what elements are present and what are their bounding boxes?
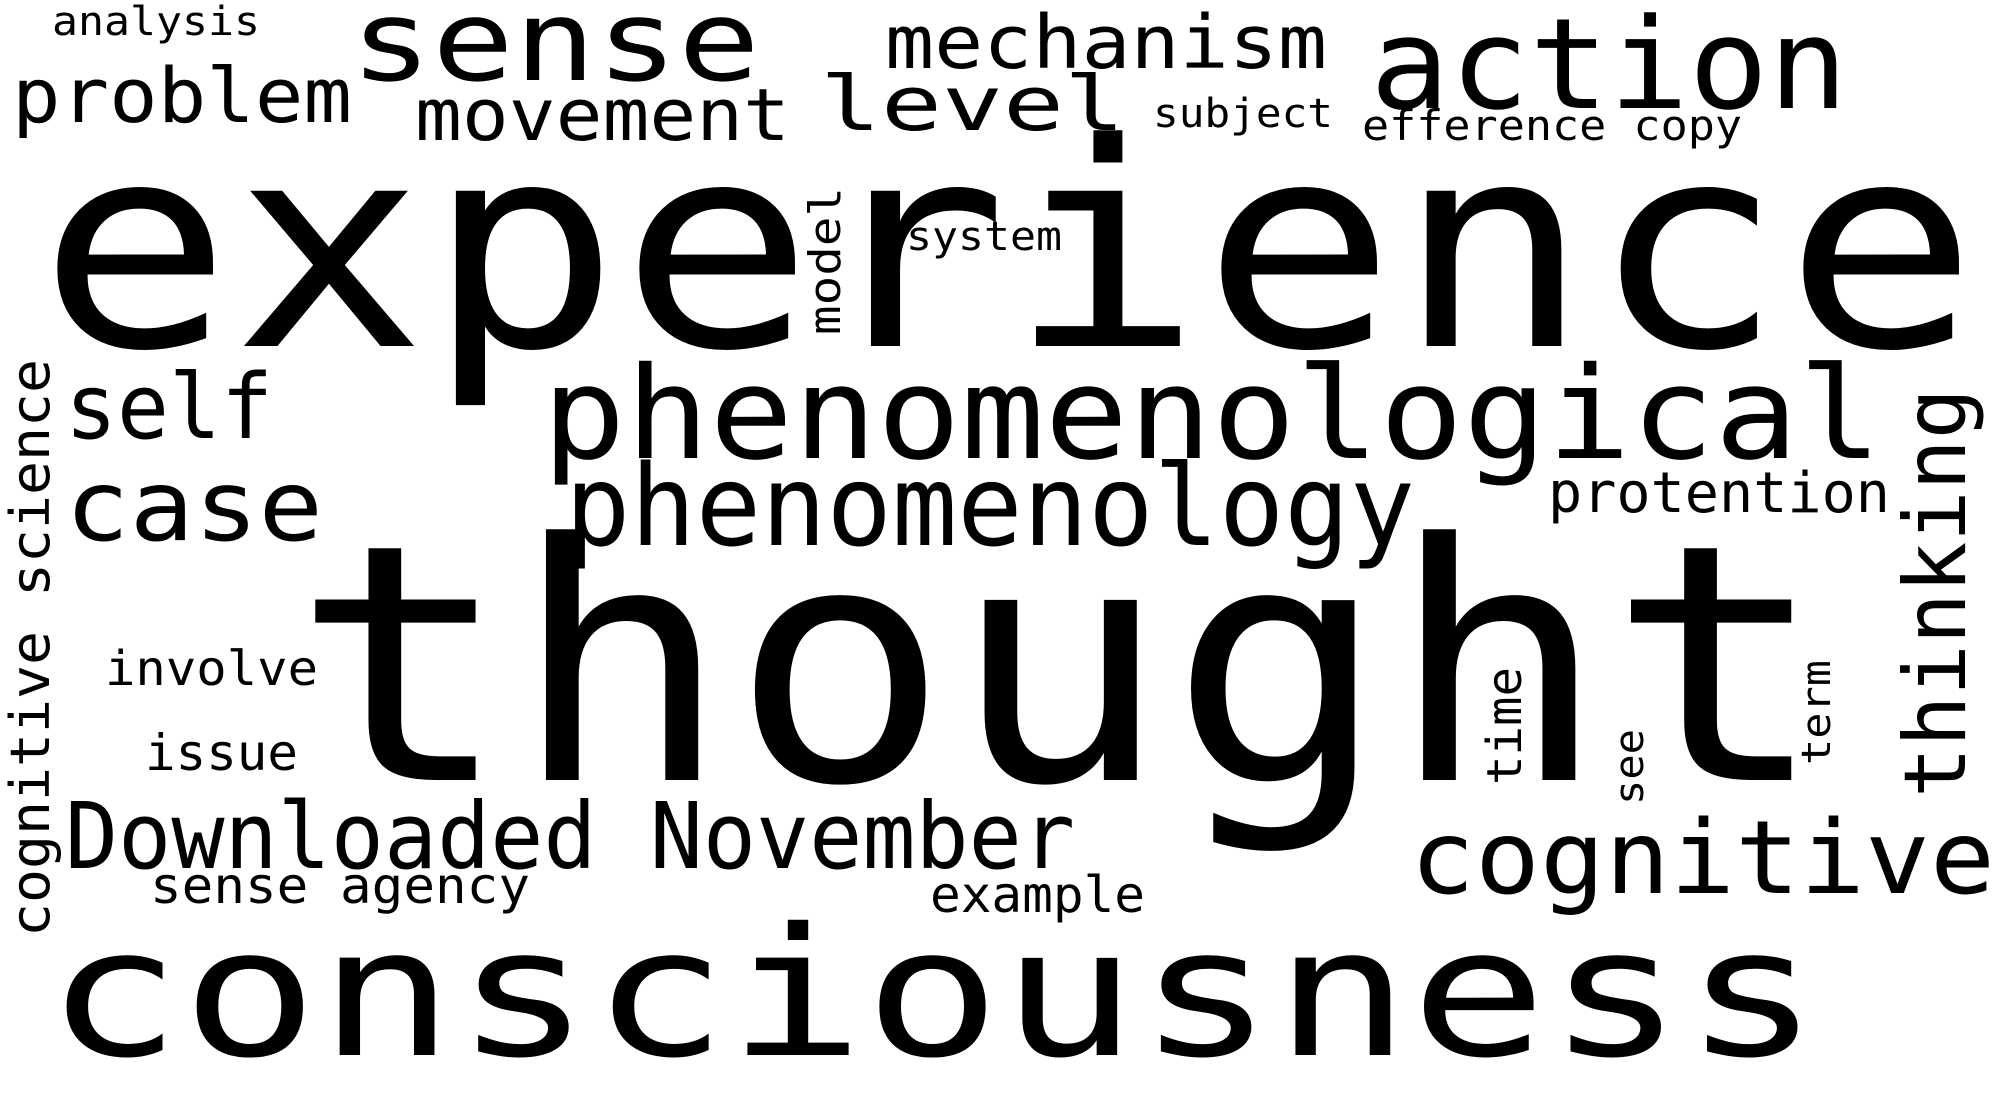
word-see: see — [1607, 729, 1653, 805]
word-example: example — [930, 866, 1145, 924]
word-thought: thought — [292, 474, 1827, 858]
word-movement: movement — [415, 73, 790, 157]
word-problem: problem — [12, 51, 352, 140]
word-involve: involve — [105, 641, 318, 697]
word-system: system — [906, 214, 1062, 260]
word-cognitive-science: cognitive science — [0, 359, 62, 937]
word-phenomenological: phenomenological — [542, 340, 1882, 489]
word-subject: subject — [1153, 91, 1333, 137]
word-action: action — [1370, 0, 1848, 138]
word-self: self — [65, 355, 273, 460]
word-efference-copy: efference copy — [1362, 101, 1742, 150]
word-analysis: analysis — [52, 0, 260, 45]
word-case: case — [65, 450, 323, 564]
word-cognitive: cognitive — [1410, 799, 1995, 918]
word-phenomenology: phenomenology — [565, 442, 1415, 572]
word-time: time — [1477, 667, 1533, 785]
word-downloaded-november: Downloaded November — [65, 783, 1075, 890]
word-protention: protention — [1548, 461, 1890, 526]
word-mechanism: mechanism — [885, 0, 1327, 86]
word-model: model — [800, 187, 851, 335]
word-issue: issue — [145, 724, 298, 782]
word-consciousness: consciousness — [45, 890, 1820, 1097]
word-level: level — [820, 59, 1125, 148]
word-sense: sense — [350, 0, 760, 107]
word-thinking: thinking — [1886, 388, 1986, 798]
word-sense-agency: sense agency — [150, 857, 530, 915]
word-experience: experience — [38, 82, 1978, 413]
word-term: term — [1794, 660, 1840, 765]
